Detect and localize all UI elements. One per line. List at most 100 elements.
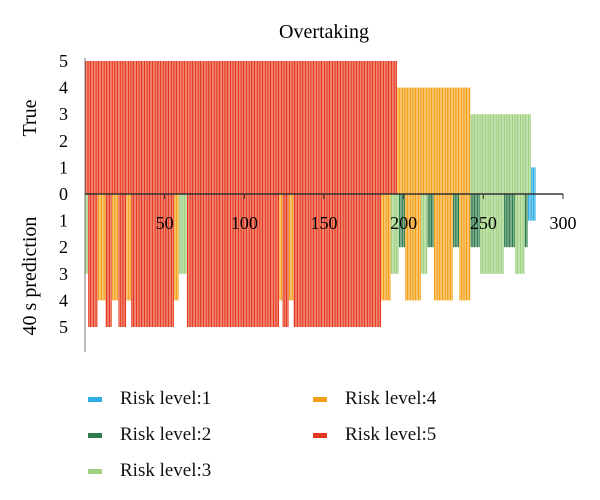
y-tick-label-true-0: 0 (59, 184, 68, 204)
prediction-bar-139 (304, 194, 307, 327)
prediction-bar-184 (376, 194, 378, 327)
true-bar-29 (129, 61, 131, 194)
prediction-bar-30 (131, 194, 133, 327)
true-bar-273 (518, 114, 520, 194)
true-bar-136 (300, 61, 302, 194)
true-bar-173 (359, 61, 361, 194)
true-bar-203 (406, 87, 409, 194)
true-bar-98 (239, 61, 241, 194)
true-bar-132 (293, 61, 295, 194)
true-bar-137 (301, 61, 303, 194)
prediction-bar-70 (194, 194, 197, 327)
prediction-bar-178 (367, 194, 369, 327)
true-bar-250 (481, 114, 484, 194)
prediction-bar-174 (360, 194, 362, 327)
true-bar-268 (510, 114, 512, 194)
prediction-bar-204 (408, 194, 410, 301)
true-bar-155 (330, 61, 332, 194)
true-bar-236 (459, 87, 461, 194)
true-bar-229 (448, 87, 450, 194)
prediction-bar-181 (371, 194, 374, 327)
prediction-bar-169 (352, 194, 354, 327)
prediction-bar-155 (330, 194, 332, 327)
prediction-bar-39 (145, 194, 147, 327)
prediction-bar-249 (480, 194, 482, 274)
prediction-bar-239 (464, 194, 466, 301)
prediction-bar-233 (454, 194, 456, 248)
prediction-bar-6 (92, 194, 95, 327)
prediction-bar-101 (244, 194, 246, 327)
prediction-bar-218 (430, 194, 433, 248)
prediction-bar-18 (112, 194, 114, 301)
prediction-bar-107 (253, 194, 256, 327)
legend-label-risk-4: Risk level:4 (345, 388, 437, 409)
true-bar-257 (492, 114, 495, 194)
prediction-bar-80 (210, 194, 213, 327)
prediction-bar-28 (128, 194, 130, 301)
true-bar-58 (175, 61, 178, 194)
true-bar-110 (258, 61, 260, 194)
true-bar-135 (298, 61, 300, 194)
true-bar-166 (347, 61, 350, 194)
true-bar-270 (513, 114, 515, 194)
prediction-bar-147 (317, 194, 319, 327)
true-bar-39 (145, 61, 147, 194)
legend-item-risk-4: Risk level:4 (313, 388, 436, 410)
prediction-bar-100 (242, 194, 245, 327)
prediction-bar-265 (505, 194, 507, 248)
true-bar-64 (185, 61, 187, 194)
prediction-bar-122 (277, 194, 280, 327)
prediction-bar-210 (418, 194, 420, 301)
y-tick-label-true-5: 5 (59, 51, 68, 71)
prediction-bar-173 (359, 194, 361, 327)
true-bar-16 (108, 61, 111, 194)
true-bar-243 (470, 114, 472, 194)
true-bar-204 (408, 87, 410, 194)
prediction-bar-54 (169, 194, 171, 327)
prediction-bar-131 (292, 194, 294, 301)
prediction-bar-133 (295, 194, 297, 327)
prediction-bar-4 (89, 194, 92, 327)
prediction-bar-224 (440, 194, 442, 301)
true-bar-71 (196, 61, 198, 194)
prediction-bar-56 (172, 194, 174, 327)
true-bar-72 (198, 61, 200, 194)
prediction-bar-283 (534, 194, 536, 221)
true-bar-123 (279, 61, 281, 194)
prediction-bar-62 (182, 194, 184, 274)
prediction-bar-273 (518, 194, 520, 274)
true-bar-254 (488, 114, 490, 194)
true-bar-62 (182, 61, 184, 194)
true-bar-101 (244, 61, 246, 194)
prediction-bar-33 (135, 194, 138, 327)
y-tick-label-prediction-5: 5 (59, 317, 68, 337)
true-bar-222 (437, 87, 439, 194)
prediction-bar-40 (147, 194, 149, 327)
true-bar-245 (473, 114, 476, 194)
y-tick-label-true-4: 4 (59, 78, 68, 98)
true-bar-96 (236, 61, 238, 194)
overtaking-chart: Overtaking 50 100 150 200 250 30001234512345 … (19, 21, 577, 352)
prediction-bar-275 (521, 194, 523, 274)
prediction-bar-129 (288, 194, 291, 301)
true-bar-43 (151, 61, 154, 194)
true-bar-90 (226, 61, 229, 194)
prediction-bar-29 (129, 194, 131, 301)
true-bar-78 (207, 61, 209, 194)
prediction-bar-117 (269, 194, 272, 327)
prediction-bar-93 (231, 194, 233, 327)
prediction-bar-105 (250, 194, 252, 327)
prediction-bar-78 (207, 194, 209, 327)
prediction-bar-279 (527, 194, 530, 221)
true-bar-46 (156, 61, 158, 194)
true-bar-141 (308, 61, 310, 194)
true-bar-70 (194, 61, 197, 194)
prediction-bar-251 (483, 194, 485, 274)
prediction-bar-52 (166, 194, 168, 327)
legend-swatch-risk-2 (88, 432, 102, 438)
prediction-bar-134 (296, 194, 299, 327)
prediction-bar-51 (164, 194, 166, 327)
true-bar-13 (104, 61, 106, 194)
prediction-bar-63 (183, 194, 186, 274)
true-bar-194 (392, 61, 394, 194)
